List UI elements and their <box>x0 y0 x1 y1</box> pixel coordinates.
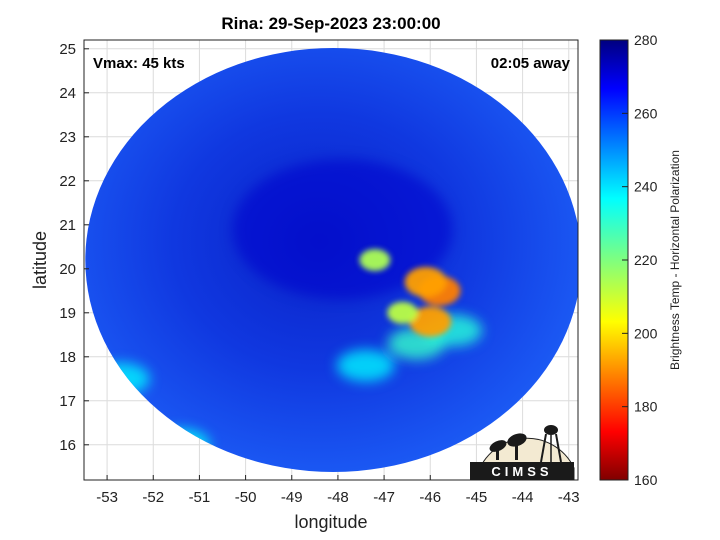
x-tick-label: -46 <box>419 489 441 506</box>
y-tick-label: 24 <box>59 85 76 102</box>
y-axis-ticks: 16 17 18 19 20 21 22 23 24 25 <box>59 41 89 454</box>
vmax-annotation: Vmax: 45 kts <box>93 55 185 72</box>
x-tick-label: -49 <box>281 489 303 506</box>
y-tick-label: 25 <box>59 41 76 58</box>
colorbar-ticks: 160 180 200 220 240 260 280 <box>622 32 658 488</box>
colorbar-tick-label: 240 <box>634 179 658 195</box>
time-away-annotation: 02:05 away <box>491 55 571 72</box>
x-tick-label: -52 <box>142 489 164 506</box>
colorbar-tick-label: 160 <box>634 472 658 488</box>
x-tick-label: -48 <box>327 489 349 506</box>
colorbar-tick-label: 200 <box>634 325 658 341</box>
y-tick-label: 19 <box>59 305 76 322</box>
y-tick-label: 23 <box>59 129 76 146</box>
y-tick-label: 17 <box>59 393 76 410</box>
logo-text: CIMSS <box>491 464 552 479</box>
colorbar-tick-label: 180 <box>634 399 658 415</box>
storm-core <box>232 159 453 300</box>
x-tick-label: -44 <box>512 489 534 506</box>
x-tick-label: -51 <box>189 489 211 506</box>
x-axis-label: longitude <box>294 512 367 532</box>
x-tick-label: -47 <box>373 489 395 506</box>
y-tick-label: 20 <box>59 261 76 278</box>
plot-area <box>83 39 579 481</box>
cimss-logo: CIMSS <box>470 425 575 481</box>
y-tick-label: 16 <box>59 437 76 454</box>
y-axis-label: latitude <box>30 231 50 289</box>
colorbar-tick-label: 260 <box>634 105 658 121</box>
x-tick-label: -43 <box>558 489 580 506</box>
convection-cell <box>359 249 391 271</box>
x-axis-ticks: -53 -52 -51 -50 -49 -48 -47 -46 -45 -44 -43 <box>96 475 580 506</box>
y-tick-label: 18 <box>59 349 76 366</box>
y-tick-label: 21 <box>59 217 76 234</box>
convection-cell <box>336 349 395 382</box>
x-tick-label: -53 <box>96 489 118 506</box>
x-tick-label: -50 <box>235 489 257 506</box>
convection-cell <box>409 306 452 337</box>
convection-cell <box>387 301 418 324</box>
microwave-swath <box>85 48 578 472</box>
convection-features <box>92 159 483 461</box>
convection-cell <box>404 267 447 297</box>
y-tick-label: 22 <box>59 173 76 190</box>
colorbar-label: Brightness Temp - Horizontal Polarizatio… <box>668 150 682 370</box>
colorbar: 160 180 200 220 240 260 280 Brightness Temp - … <box>599 32 682 488</box>
chart-title: Rina: 29-Sep-2023 23:00:00 <box>221 14 440 33</box>
colorbar-tick-label: 280 <box>634 32 658 48</box>
colorbar-tick-label: 220 <box>634 252 658 268</box>
x-tick-label: -45 <box>466 489 488 506</box>
